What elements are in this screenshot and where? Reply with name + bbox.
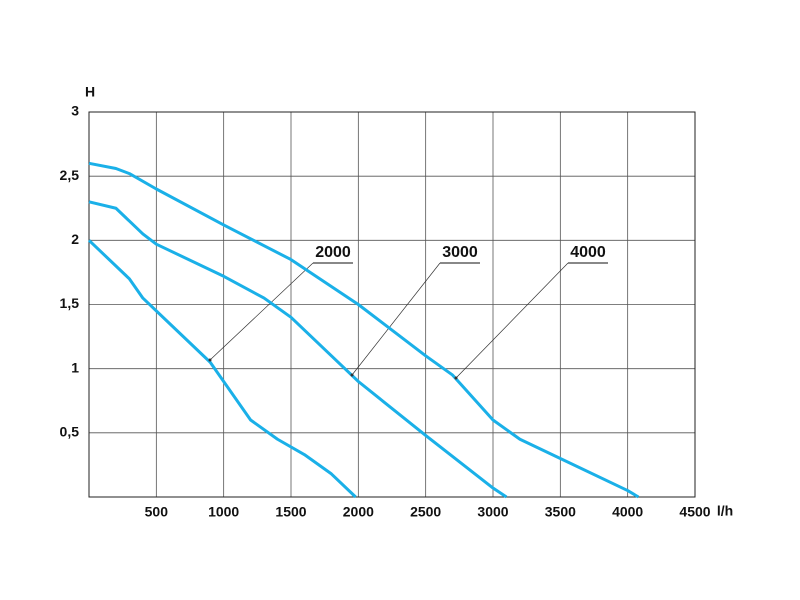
y-tick-label: 0,5 (60, 424, 80, 440)
x-axis-label: l/h (717, 503, 733, 519)
x-tick-label: 1000 (208, 504, 239, 520)
y-tick-label: 1 (71, 359, 79, 375)
x-tick-label: 2000 (343, 504, 374, 520)
y-axis-label: H (85, 84, 95, 100)
curve (87, 239, 357, 499)
leader-dot (208, 358, 212, 362)
curve (88, 161, 640, 499)
x-tick-label: 3500 (545, 504, 576, 520)
curve-label: 4000 (570, 244, 606, 261)
leader-dot (350, 373, 354, 377)
x-tick-label: 4500 (679, 504, 710, 520)
leader-line (455, 262, 569, 379)
x-tick-label: 1500 (275, 504, 306, 520)
plot-frame (88, 111, 696, 498)
y-tick-label: 1,5 (60, 295, 80, 311)
x-tick-label: 3000 (477, 504, 508, 520)
x-tick-label: 500 (145, 504, 169, 520)
curve (88, 200, 508, 499)
curve-label: 3000 (442, 244, 478, 261)
x-tick-label: 2500 (410, 504, 441, 520)
y-tick-label: 2,5 (60, 167, 80, 183)
curve-label: 2000 (315, 244, 351, 261)
x-tick-label: 4000 (612, 504, 643, 520)
leader-line (351, 262, 441, 376)
y-tick-label: 3 (71, 103, 79, 119)
leader-line (209, 262, 314, 361)
leader-dot (454, 376, 458, 380)
y-tick-label: 2 (71, 231, 79, 247)
